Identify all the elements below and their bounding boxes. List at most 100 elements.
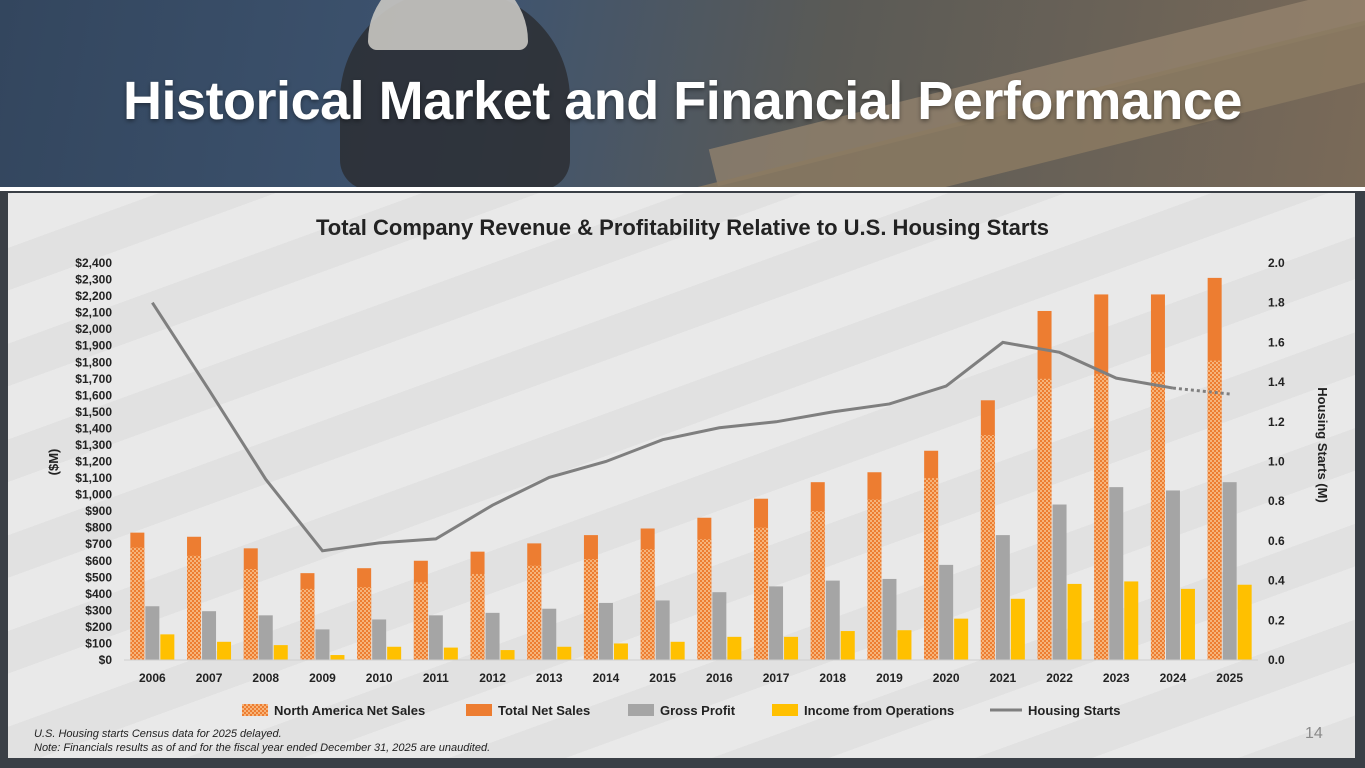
header-divider (0, 187, 1365, 191)
page-number: 14 (1305, 725, 1323, 742)
y-tick-label: $700 (85, 537, 112, 551)
y-tick-label: $2,400 (75, 256, 112, 270)
north-america-net-sales-bar (980, 435, 995, 660)
north-america-net-sales-bar (527, 565, 542, 660)
y-tick-label: $800 (85, 521, 112, 535)
y2-tick-label: 1.8 (1268, 296, 1285, 310)
income-from-operations-bar (443, 647, 458, 660)
income-from-operations-bar (160, 634, 175, 660)
gross-profit-bar (542, 608, 557, 660)
x-tick-label: 2025 (1216, 671, 1243, 685)
gross-profit-bar (655, 600, 670, 660)
income-from-operations-bar (387, 646, 402, 660)
north-america-net-sales-bar (1207, 360, 1222, 660)
housing-starts-line (151, 301, 1174, 553)
gross-profit-bar (202, 611, 217, 660)
gross-profit-bar (428, 615, 443, 660)
legend-swatch (772, 704, 798, 716)
north-america-net-sales-bar (583, 559, 598, 660)
x-tick-label: 2023 (1103, 671, 1130, 685)
legend-label: Gross Profit (660, 703, 736, 718)
legend-label: Housing Starts (1028, 703, 1120, 718)
x-tick-label: 2024 (1160, 671, 1187, 685)
gross-profit-bar (882, 578, 897, 660)
income-from-operations-bar (784, 636, 799, 660)
gross-profit-bar (995, 535, 1010, 660)
y-tick-label: $1,600 (75, 388, 112, 402)
income-from-operations-bar (727, 636, 742, 660)
x-tick-label: 2010 (366, 671, 393, 685)
income-from-operations-bar (557, 646, 572, 660)
x-tick-label: 2011 (423, 671, 449, 685)
north-america-net-sales-bar (357, 587, 372, 660)
gross-profit-bar (372, 619, 387, 660)
x-tick-label: 2012 (479, 671, 506, 685)
gross-profit-bar (315, 629, 330, 660)
legend-swatch (466, 704, 492, 716)
north-america-net-sales-bar (300, 588, 315, 660)
x-tick-label: 2007 (196, 671, 223, 685)
y-tick-label: $600 (85, 554, 112, 568)
y2-tick-label: 2.0 (1268, 256, 1285, 270)
gross-profit-bar (598, 602, 613, 660)
y-tick-label: $0 (99, 653, 113, 667)
x-tick-label: 2006 (139, 671, 166, 685)
y-tick-label: $1,500 (75, 405, 112, 419)
north-america-net-sales-bar (1037, 378, 1052, 660)
y2-tick-label: 0.8 (1268, 494, 1285, 508)
y2-tick-label: 0.2 (1268, 613, 1285, 627)
y2-tick-label: 1.4 (1268, 375, 1285, 389)
north-america-net-sales-bar (924, 478, 939, 660)
income-from-operations-bar (500, 650, 515, 660)
gross-profit-bar (825, 580, 840, 660)
legend-swatch (628, 704, 654, 716)
x-tick-label: 2009 (309, 671, 336, 685)
legend-label: Income from Operations (804, 703, 954, 718)
y-tick-label: $200 (85, 620, 112, 634)
y2-tick-label: 0.0 (1268, 653, 1285, 667)
x-tick-label: 2021 (989, 671, 1016, 685)
gross-profit-bar (1165, 490, 1180, 660)
y-tick-label: $1,200 (75, 455, 112, 469)
income-from-operations-bar (217, 641, 232, 660)
y-tick-label: $1,300 (75, 438, 112, 452)
x-tick-label: 2018 (819, 671, 846, 685)
y-tick-label: $400 (85, 587, 112, 601)
x-tick-label: 2020 (933, 671, 960, 685)
y-axis-label: ($M) (46, 449, 61, 476)
y-tick-label: $300 (85, 603, 112, 617)
x-tick-label: 2013 (536, 671, 563, 685)
income-from-operations-bar (273, 645, 288, 660)
legend-swatch (242, 704, 268, 716)
gross-profit-bar (258, 615, 273, 660)
footnote-unaudited: Note: Financials results as of and for t… (34, 742, 491, 754)
y2-tick-label: 1.0 (1268, 455, 1285, 469)
north-america-net-sales-bar (867, 499, 882, 660)
x-tick-label: 2015 (649, 671, 676, 685)
north-america-net-sales-bar (754, 527, 769, 660)
income-from-operations-bar (613, 643, 628, 660)
chart-title: Total Company Revenue & Profitability Re… (315, 215, 1050, 240)
north-america-net-sales-bar (413, 582, 428, 660)
y2-tick-label: 0.6 (1268, 534, 1285, 548)
north-america-net-sales-bar (130, 547, 145, 660)
legend-label: North America Net Sales (274, 703, 425, 718)
north-america-net-sales-bar (187, 555, 202, 660)
y-tick-label: $1,400 (75, 421, 112, 435)
income-from-operations-bar (1010, 598, 1025, 660)
footnote-housing: U.S. Housing starts Census data for 2025… (34, 728, 282, 740)
gross-profit-bar (1222, 482, 1237, 660)
gross-profit-bar (485, 612, 500, 660)
chart-panel (8, 193, 1355, 758)
income-from-operations-bar (1067, 583, 1082, 660)
gross-profit-bar (769, 586, 784, 660)
north-america-net-sales-bar (243, 569, 258, 660)
y-tick-label: $2,100 (75, 306, 112, 320)
income-from-operations-bar (954, 618, 969, 660)
north-america-net-sales-bar (1094, 373, 1109, 660)
gross-profit-bar (1109, 487, 1124, 660)
y-tick-label: $1,900 (75, 339, 112, 353)
gross-profit-bar (1052, 504, 1067, 660)
y-tick-label: $2,200 (75, 289, 112, 303)
y-tick-label: $1,000 (75, 488, 112, 502)
